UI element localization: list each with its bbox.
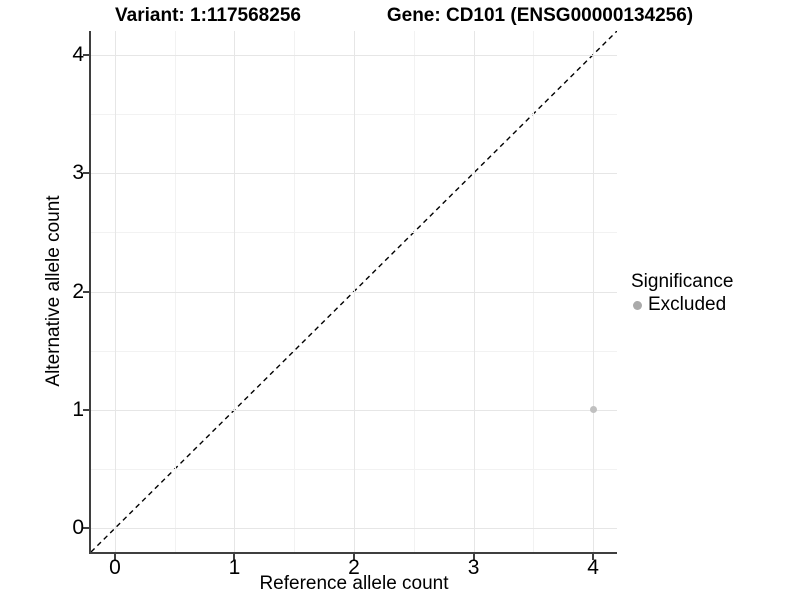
y-tick-label: 2	[72, 279, 84, 303]
y-tick-label: 1	[72, 397, 84, 421]
y-tick-mark	[83, 527, 89, 530]
legend-item-label: Excluded	[648, 294, 727, 315]
y-tick-mark	[83, 290, 89, 293]
legend-title: Significance	[631, 271, 734, 292]
major-gridline-y	[91, 54, 617, 56]
gene-title: Gene: CD101 (ENSG00000134256)	[386, 5, 694, 26]
x-axis-title: Reference allele count	[259, 573, 449, 594]
x-tick-label: 2	[348, 556, 360, 579]
x-tick-mark	[233, 554, 236, 560]
x-tick-mark	[472, 554, 475, 560]
y-tick-label: 4	[72, 42, 84, 66]
variant-title: Variant: 1:117568256	[115, 5, 301, 26]
legend-item-excluded: Excluded	[631, 294, 733, 316]
x-tick-label: 4	[587, 556, 599, 579]
x-tick-mark	[353, 554, 355, 560]
y-tick-mark	[83, 53, 89, 56]
x-tick-label: 3	[467, 556, 480, 579]
major-gridline-y	[91, 173, 617, 175]
y-tick-mark	[83, 172, 89, 175]
y-tick-mark	[83, 408, 89, 411]
x-axis-line	[89, 552, 617, 554]
x-tick-label: 0	[109, 556, 121, 579]
y-axis-line	[89, 31, 91, 554]
legend: Significance Excluded	[631, 270, 733, 316]
major-gridline-y	[91, 291, 617, 293]
major-gridline-y	[91, 528, 617, 530]
y-tick-label: 0	[72, 516, 84, 540]
x-tick-mark	[113, 554, 116, 560]
data-point	[589, 406, 597, 414]
x-tick-label: 1	[228, 556, 241, 579]
plot-panel	[91, 31, 617, 552]
x-tick-mark	[592, 554, 595, 560]
major-gridline-y	[91, 409, 617, 411]
excluded-point-swatch	[633, 300, 642, 310]
y-tick-label: 3	[72, 161, 84, 185]
